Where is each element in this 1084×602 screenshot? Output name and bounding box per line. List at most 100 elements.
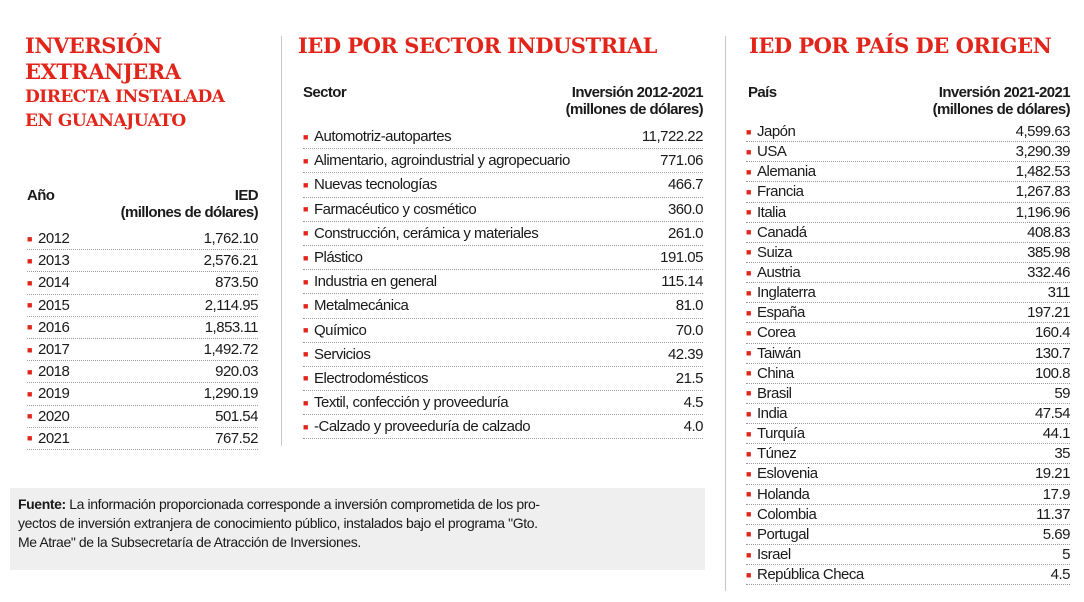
sector-row-value: 771.06 [660,152,703,170]
sector-row-value: 261.0 [667,224,704,242]
bullet-icon: ■ [303,131,308,142]
sector-row: ■ Construcción, cerámica y materiales 261.… [303,222,704,246]
year-row: ■ 2015 2,114.95 [27,295,259,317]
sector-row: ■ Nuevas tecnologías 466.7 [303,173,704,198]
country-row-value: 197.21 [1027,304,1070,322]
bullet-icon: ■ [746,267,751,278]
bullet-icon: ■ [746,549,751,560]
country-row-label-group: ■ Alemania [746,163,816,180]
bullet-icon: ■ [303,325,308,336]
col1-title-line4: EN GUANAJUATO [25,111,186,131]
bullet-icon: ■ [746,126,751,137]
bullet-icon: ■ [27,233,32,244]
country-row-label: Eslovenia [757,465,818,483]
bullet-icon: ■ [303,179,308,190]
bullet-icon: ■ [27,411,32,422]
year-row-label-group: ■ 2020 [27,408,70,425]
country-row-label: Holanda [757,485,810,503]
bullet-icon: ■ [303,421,308,432]
year-row-value: 1,492.72 [203,341,259,359]
year-row-value: 873.50 [215,274,258,292]
country-row-value: 100.8 [1034,364,1071,382]
bullet-icon: ■ [303,373,308,384]
sector-row-label-group: ■ Automotriz-autopartes [303,128,452,146]
sector-row: ■ Plástico 191.05 [303,246,703,271]
bullet-icon: ■ [746,247,751,258]
country-row-value: 5 [1062,546,1070,564]
bullet-icon: ■ [303,300,308,311]
country-row-value: 408.83 [1027,223,1070,241]
country-row-label-group: ■ Turquía [746,425,805,442]
bullet-icon: ■ [746,448,751,459]
col3-header-investment-line2: (millones de dólares) [932,101,1071,118]
country-row-label-group: ■ Austria [746,264,801,281]
country-row-label: Túnez [757,445,797,463]
sector-row-label: Construcción, cerámica y materiales [314,224,539,242]
country-row-label: España [757,304,805,322]
sector-row-label: Automotriz-autopartes [314,128,452,146]
divider-2 [725,36,726,591]
country-row-label-group: ■ Inglaterra [746,284,816,301]
country-row-label: Suiza [757,243,793,261]
bullet-icon: ■ [27,322,32,333]
country-row: ■ Holanda 17.9 [746,485,1071,505]
country-row-label: Brasil [757,384,792,402]
year-row-label: 2021 [38,429,70,447]
bullet-icon: ■ [746,489,751,500]
sector-row-label: Metalmecánica [314,297,409,315]
bullet-icon: ■ [746,408,751,419]
col2-header-investment-line2: (millones de dólares) [565,101,704,118]
sector-row: ■ Metalmecánica 81.0 [303,294,704,319]
country-row-label-group: ■ Japón [746,123,796,140]
year-row-value: 1,853.11 [204,318,259,336]
country-row: ■ Israel 5 [746,545,1070,566]
country-row: ■ Brasil 59 [746,384,1070,404]
sector-row-label: Servicios [314,345,371,363]
year-row-label-group: ■ 2015 [27,297,70,314]
year-row: ■ 2020 501.54 [27,406,258,428]
sector-row: ■ Textil, confección y proveeduría 4.5 [303,391,704,416]
country-row: ■ Taiwán 130.7 [746,344,1071,364]
year-row: ■ 2018 920.03 [27,361,258,384]
sector-row-value: 11,722.22 [641,128,704,146]
country-row: ■ España 197.21 [746,303,1070,324]
year-row-value: 1,290.19 [203,385,259,403]
sector-row-label: Nuevas tecnologías [314,176,437,194]
col3-header-investment: Inversión 2021-2021 (millones de dólares… [880,84,1071,118]
year-row: ■ 2013 2,576.21 [27,250,259,273]
country-row-label-group: ■ Túnez [746,445,797,463]
col2-header-sector: Sector [303,84,347,101]
sector-row-value: 4.5 [683,394,704,412]
sector-row: ■ Químico 70.0 [303,319,704,343]
col2-header-investment: Inversión 2012-2021 (millones de dólares… [500,84,704,118]
source-text-1: La información proporcionada corresponde… [65,496,540,512]
country-row-value: 3,290.39 [1015,143,1071,161]
year-row-label: 2013 [38,252,70,270]
sector-row-label-group: ■ Metalmecánica [303,297,409,315]
country-row-value: 44.1 [1042,425,1071,443]
bullet-icon: ■ [27,255,32,266]
sector-row-value: 466.7 [667,176,704,194]
sector-row-value: 70.0 [675,321,704,339]
year-row-label-group: ■ 2016 [27,319,70,336]
year-table: ■ 2012 1,762.10 ■ 2013 2,576.21 ■ 2014 873.50 ■ 20… [27,228,259,450]
country-row-label: Colombia [757,505,817,523]
country-row: ■ Túnez 35 [746,444,1070,465]
sector-row-label-group: ■ Alimentario, agroindustrial y agropecua… [303,152,570,169]
bullet-icon: ■ [746,287,751,298]
year-row-label: 2018 [38,363,70,381]
bullet-icon: ■ [746,509,751,520]
col3-title: IED POR PAÍS DE ORIGEN [749,33,1052,58]
country-row: ■ China 100.8 [746,364,1071,384]
country-row-value: 385.98 [1027,243,1070,261]
country-row-label: China [757,364,794,382]
bullet-icon: ■ [27,366,32,377]
country-row-label-group: ■ Italia [746,204,786,221]
col3-header-investment-line1: Inversión 2021-2021 [938,84,1071,101]
country-row-label-group: ■ Brasil [746,385,792,402]
bullet-icon: ■ [303,397,308,408]
sector-row-label-group: ■ Industria en general [303,273,437,290]
year-row-value: 501.54 [215,407,258,425]
bullet-icon: ■ [746,428,751,439]
year-row-label-group: ■ 2018 [27,363,70,381]
